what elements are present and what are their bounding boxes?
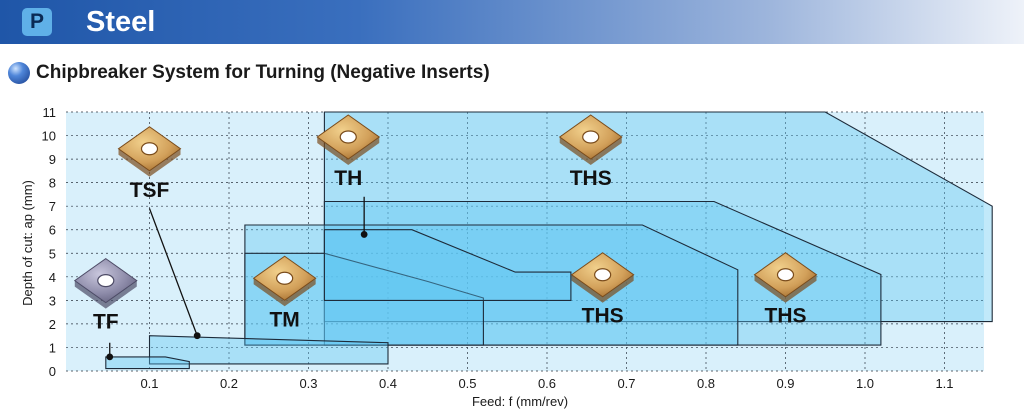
y-tick-label: 5 xyxy=(49,246,56,261)
header-banner: P Steel xyxy=(0,0,1024,44)
x-tick-label: 0.3 xyxy=(299,376,317,391)
region-labels: TF TSF TM TH THS THS THS xyxy=(93,167,807,334)
category-badge: P xyxy=(22,8,52,36)
x-tick-label: 0.6 xyxy=(538,376,556,391)
y-tick-label: 8 xyxy=(49,176,56,191)
label-th: TH xyxy=(334,167,362,190)
x-axis-title: Feed: f (mm/rev) xyxy=(472,394,568,409)
leader-dot xyxy=(193,332,201,340)
x-tick-label: 0.5 xyxy=(458,376,476,391)
y-tick-label: 6 xyxy=(49,223,56,238)
label-tsf: TSF xyxy=(130,179,170,202)
x-tick-label: 0.8 xyxy=(697,376,715,391)
label-ths: THS xyxy=(765,305,807,328)
y-tick-labels: 0 1 2 3 4 5 6 7 8 9 10 11 xyxy=(42,105,56,379)
bullet-icon xyxy=(8,62,30,84)
regions xyxy=(105,111,993,370)
x-tick-labels: 0.1 0.2 0.3 0.4 0.5 0.6 0.7 0.8 0.9 1.0 1.1 xyxy=(140,376,953,391)
label-ths: THS xyxy=(570,167,612,190)
region-th xyxy=(323,229,572,301)
label-tf: TF xyxy=(93,311,119,334)
x-tick-label: 0.4 xyxy=(379,376,397,391)
insert-tsf-icon xyxy=(117,126,182,177)
x-tick-label: 0.9 xyxy=(776,376,794,391)
x-tick-label: 0.2 xyxy=(220,376,238,391)
leader-line xyxy=(148,208,198,336)
y-axis-title: Depth of cut: ap (mm) xyxy=(20,180,35,306)
leader-dot xyxy=(106,353,114,361)
y-tick-label: 2 xyxy=(49,317,56,332)
region-tf xyxy=(105,356,190,370)
x-tick-label: 0.1 xyxy=(140,376,158,391)
y-tick-label: 0 xyxy=(49,364,56,379)
x-tick-label: 0.7 xyxy=(617,376,635,391)
x-tick-label: 1.0 xyxy=(856,376,874,391)
y-tick-label: 7 xyxy=(49,199,56,214)
x-tick-label: 1.1 xyxy=(935,376,953,391)
plot-background xyxy=(66,112,984,371)
insert-tm-icon xyxy=(252,255,317,307)
inserts xyxy=(73,114,818,309)
page-title: Steel xyxy=(86,6,156,38)
insert-ths-icon xyxy=(558,114,623,165)
grid xyxy=(66,111,984,372)
y-tick-label: 11 xyxy=(43,105,57,120)
y-tick-label: 1 xyxy=(49,340,56,355)
insert-ths-icon xyxy=(753,252,818,303)
region-ths xyxy=(244,224,739,346)
y-tick-label: 10 xyxy=(42,129,56,144)
leader-dot xyxy=(360,231,368,238)
insert-tf-icon xyxy=(73,258,138,309)
section-title: Chipbreaker System for Turning (Negative… xyxy=(36,62,490,83)
region-tsf xyxy=(148,335,389,365)
label-tm: TM xyxy=(269,308,299,331)
y-tick-label: 9 xyxy=(49,152,56,167)
insert-th-icon xyxy=(316,114,381,165)
y-tick-label: 4 xyxy=(49,270,56,285)
insert-ths-icon xyxy=(570,252,635,303)
label-ths: THS xyxy=(582,305,624,328)
y-tick-label: 3 xyxy=(49,293,56,308)
leaders xyxy=(106,196,368,361)
chipbreaker-chart: TF TSF TM TH THS THS THS 0 1 2 3 4 5 6 7 8 9 10 11 0.1 0.2… xyxy=(20,105,993,409)
